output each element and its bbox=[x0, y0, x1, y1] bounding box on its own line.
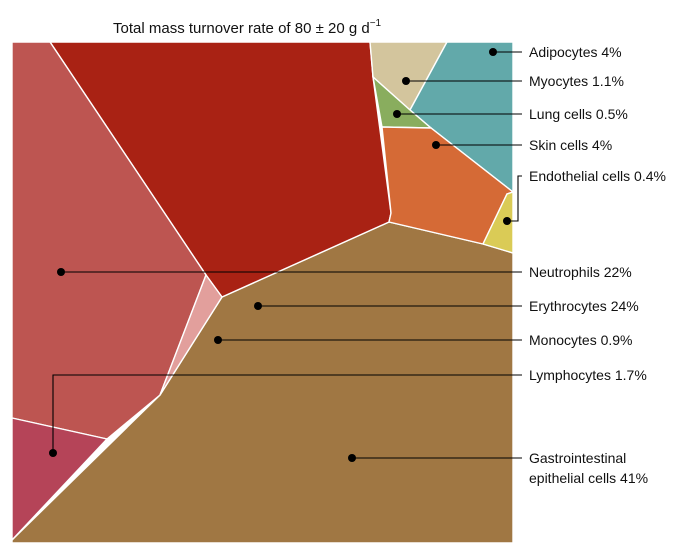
voronoi-cells bbox=[11, 41, 515, 544]
label-monocytes: Monocytes 0.9% bbox=[529, 332, 633, 348]
dot-adipocytes bbox=[489, 48, 497, 56]
dot-lymphocytes bbox=[49, 449, 57, 457]
chart-title: Total mass turnover rate of 80 ± 20 g d−… bbox=[113, 18, 382, 37]
dot-endothelial bbox=[503, 217, 511, 225]
leader-lymphocytes bbox=[52, 374, 522, 453]
cell-labels: Adipocytes 4% Myocytes 1.1% Lung cells 0… bbox=[529, 44, 666, 486]
dot-lung bbox=[393, 110, 401, 118]
label-erythrocytes: Erythrocytes 24% bbox=[529, 298, 639, 314]
dot-skin bbox=[432, 141, 440, 149]
label-adipocytes: Adipocytes 4% bbox=[529, 44, 622, 60]
dot-neutrophils bbox=[57, 268, 65, 276]
cell-endothelial bbox=[482, 191, 514, 254]
cell-monocytes bbox=[159, 273, 223, 396]
leader-endothelial bbox=[507, 175, 522, 222]
label-skin: Skin cells 4% bbox=[529, 137, 612, 153]
label-endothelial: Endothelial cells 0.4% bbox=[529, 168, 666, 184]
label-neutrophils: Neutrophils 22% bbox=[529, 264, 632, 280]
label-myocytes: Myocytes 1.1% bbox=[529, 73, 624, 89]
label-lung: Lung cells 0.5% bbox=[529, 106, 628, 122]
label-gastrointestinal-line1: Gastrointestinal bbox=[529, 450, 626, 466]
dot-gastrointestinal bbox=[348, 454, 356, 462]
label-gastrointestinal-line2: epithelial cells 41% bbox=[529, 470, 648, 486]
dot-erythrocytes bbox=[254, 302, 262, 310]
anchor-dots bbox=[49, 48, 511, 462]
label-lymphocytes: Lymphocytes 1.7% bbox=[529, 367, 647, 383]
dot-monocytes bbox=[214, 336, 222, 344]
dot-myocytes bbox=[402, 77, 410, 85]
cell-lymphocytes bbox=[11, 417, 109, 542]
leader-lines bbox=[52, 51, 522, 459]
